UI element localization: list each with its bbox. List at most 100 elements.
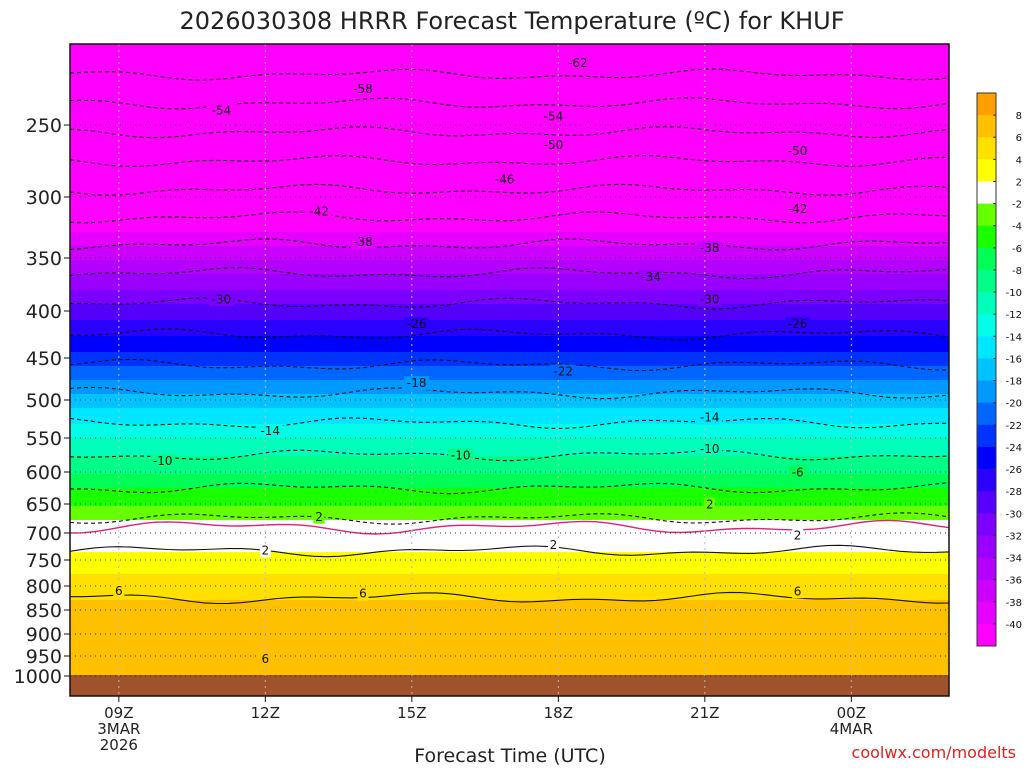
x-tick-label: 21Z xyxy=(690,704,719,722)
colorbar-swatch xyxy=(977,601,996,625)
temp-band xyxy=(70,164,949,167)
temp-band xyxy=(70,202,949,205)
temp-band xyxy=(70,668,949,671)
temp-band xyxy=(70,500,949,503)
temp-band xyxy=(70,568,949,571)
temp-band xyxy=(70,170,949,173)
temp-band xyxy=(70,314,949,317)
temp-band xyxy=(70,68,949,71)
temp-band xyxy=(70,428,949,431)
temp-band xyxy=(70,598,949,601)
temp-band xyxy=(70,88,949,91)
contour-label: -54 xyxy=(212,104,232,118)
temp-band xyxy=(70,538,949,541)
temp-band xyxy=(70,640,949,643)
contour-label-bg xyxy=(638,270,664,285)
contour-label: -58 xyxy=(353,82,373,96)
temp-band xyxy=(70,646,949,649)
temp-band xyxy=(70,232,949,235)
temp-band xyxy=(70,664,949,667)
y-tick-label: 450 xyxy=(26,348,62,370)
x-tick-label: 09Z xyxy=(104,704,133,722)
temp-band xyxy=(70,142,949,145)
temp-band xyxy=(70,590,949,593)
temp-band xyxy=(70,84,949,87)
y-tick-label: 350 xyxy=(26,248,62,270)
temp-band xyxy=(70,434,949,437)
temp-band xyxy=(70,354,949,357)
temp-band xyxy=(70,328,949,331)
temp-band xyxy=(70,318,949,321)
temp-band xyxy=(70,96,949,99)
temp-band xyxy=(70,488,949,491)
temp-band xyxy=(70,608,949,611)
temp-band xyxy=(70,102,949,105)
colorbar-swatch xyxy=(977,535,996,559)
temp-band xyxy=(70,402,949,405)
colorbar-label: -26 xyxy=(1006,465,1022,476)
temp-band xyxy=(70,186,949,189)
temp-band xyxy=(70,296,949,299)
x-axis-label: Forecast Time (UTC) xyxy=(414,745,605,767)
temp-band xyxy=(70,210,949,213)
temp-band xyxy=(70,322,949,325)
x-tick-label: 4MAR xyxy=(830,720,873,738)
contour-label-bg xyxy=(257,424,283,439)
temp-band xyxy=(70,120,949,123)
temp-band xyxy=(70,154,949,157)
temp-band xyxy=(70,552,949,555)
temp-band xyxy=(70,490,949,493)
colorbar-label: -28 xyxy=(1006,487,1022,498)
contour-label-bg xyxy=(259,543,271,558)
temp-band xyxy=(70,160,949,163)
isotherm-line xyxy=(70,482,949,495)
temp-band xyxy=(70,554,949,557)
temp-band xyxy=(70,242,949,245)
temp-band xyxy=(70,466,949,469)
temp-band xyxy=(70,74,949,77)
temp-band xyxy=(70,222,949,225)
temp-band xyxy=(70,198,949,201)
temp-band xyxy=(70,662,949,665)
temp-band xyxy=(70,78,949,81)
temp-band xyxy=(70,452,949,455)
temp-band xyxy=(70,484,949,487)
temp-band xyxy=(70,626,949,629)
temp-band xyxy=(70,604,949,607)
temp-band xyxy=(70,46,949,49)
contour-label: -30 xyxy=(700,292,720,306)
temp-band xyxy=(70,144,949,147)
temp-band xyxy=(70,530,949,533)
temp-band xyxy=(70,270,949,273)
isotherm-line xyxy=(70,68,949,81)
temp-band xyxy=(70,652,949,655)
isotherm-line xyxy=(70,591,949,605)
y-tick-label: 950 xyxy=(26,646,62,668)
contour-label: -10 xyxy=(700,442,720,456)
temp-band xyxy=(70,416,949,419)
colorbar-label: -10 xyxy=(1006,288,1022,299)
temp-band xyxy=(70,258,949,261)
temp-band xyxy=(70,168,949,171)
isotherm-line xyxy=(70,386,949,400)
temp-band xyxy=(70,114,949,117)
temp-band xyxy=(70,438,949,441)
temp-band xyxy=(70,636,949,639)
temp-band xyxy=(70,560,949,563)
temp-band xyxy=(70,330,949,333)
x-tick-label: 18Z xyxy=(544,704,573,722)
contour-label-bg xyxy=(150,454,176,469)
contour-label: 6 xyxy=(359,587,367,601)
temp-band xyxy=(70,450,949,453)
temp-band xyxy=(70,486,949,489)
temp-band xyxy=(70,556,949,559)
temp-band xyxy=(70,288,949,291)
temp-band xyxy=(70,474,949,477)
y-tick-label: 700 xyxy=(26,523,62,545)
contour-label: -30 xyxy=(212,292,232,306)
temp-band xyxy=(70,544,949,547)
temp-band xyxy=(70,194,949,197)
contour-label: -38 xyxy=(353,235,373,249)
temp-band xyxy=(70,90,949,93)
contour-label-bg xyxy=(350,235,376,250)
